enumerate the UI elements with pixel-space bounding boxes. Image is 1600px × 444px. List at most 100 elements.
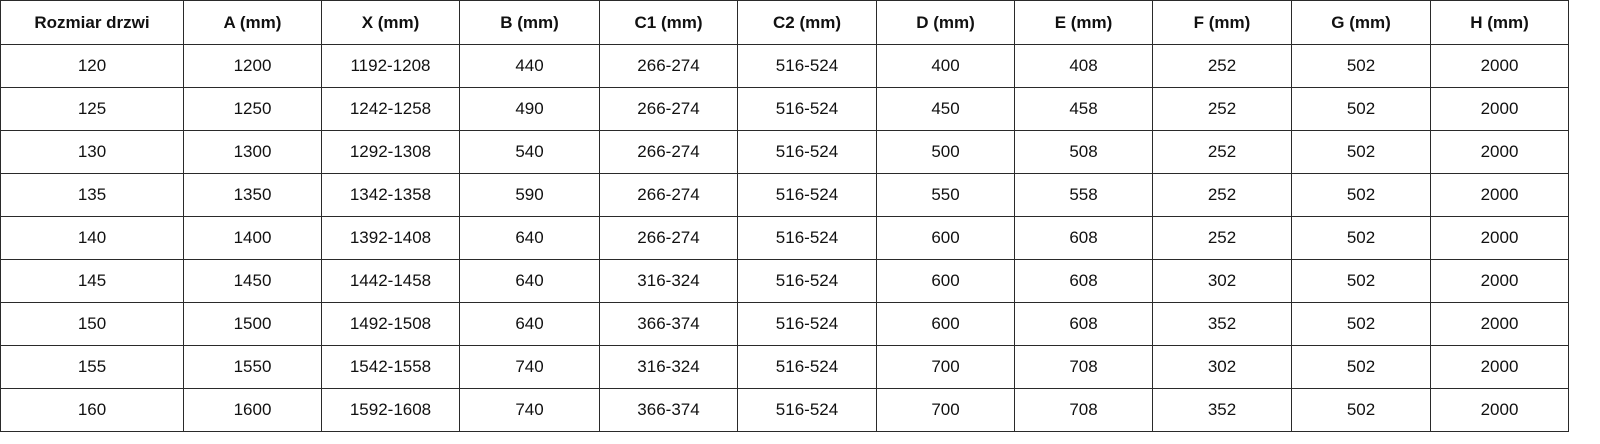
table-cell: 608	[1014, 216, 1153, 260]
table-cell: 252	[1152, 216, 1292, 260]
table-cell: 408	[1014, 44, 1153, 88]
column-header: A (mm)	[183, 0, 322, 45]
table-cell: 145	[0, 259, 184, 303]
table-row: 125 1250 1242-1258 490 266-274 516-524 450 458 2…	[0, 87, 1569, 131]
table-cell: 135	[0, 173, 184, 217]
table-cell: 316-324	[599, 345, 738, 389]
table-cell: 140	[0, 216, 184, 260]
table-cell: 130	[0, 130, 184, 174]
table-cell: 502	[1291, 44, 1431, 88]
table-cell: 440	[459, 44, 600, 88]
table-cell: 266-274	[599, 87, 738, 131]
table-row: 135 1350 1342-1358 590 266-274 516-524 550 558 2…	[0, 173, 1569, 217]
column-header: F (mm)	[1152, 0, 1292, 45]
column-header: Rozmiar drzwi	[0, 0, 184, 45]
table-cell: 516-524	[737, 302, 877, 346]
table-cell: 2000	[1430, 130, 1569, 174]
table-cell: 1250	[183, 87, 322, 131]
table-cell: 120	[0, 44, 184, 88]
table-cell: 550	[876, 173, 1015, 217]
table-cell: 352	[1152, 388, 1292, 432]
table-cell: 600	[876, 302, 1015, 346]
table-cell: 2000	[1430, 388, 1569, 432]
table-cell: 502	[1291, 87, 1431, 131]
table-cell: 502	[1291, 216, 1431, 260]
table-cell: 502	[1291, 173, 1431, 217]
table-cell: 2000	[1430, 345, 1569, 389]
table-cell: 458	[1014, 87, 1153, 131]
table-cell: 366-374	[599, 302, 738, 346]
table-cell: 1492-1508	[321, 302, 460, 346]
table-row: 155 1550 1542-1558 740 316-324 516-524 700 708 3…	[0, 345, 1569, 389]
table-cell: 502	[1291, 259, 1431, 303]
table-cell: 2000	[1430, 87, 1569, 131]
table-cell: 640	[459, 216, 600, 260]
table-row: 150 1500 1492-1508 640 366-374 516-524 600 608 3…	[0, 302, 1569, 346]
table-cell: 316-324	[599, 259, 738, 303]
table-cell: 266-274	[599, 130, 738, 174]
table-cell: 540	[459, 130, 600, 174]
table-cell: 1342-1358	[321, 173, 460, 217]
table-cell: 155	[0, 345, 184, 389]
table-cell: 600	[876, 216, 1015, 260]
column-header: D (mm)	[876, 0, 1015, 45]
table-cell: 160	[0, 388, 184, 432]
table-cell: 708	[1014, 388, 1153, 432]
table-cell: 502	[1291, 345, 1431, 389]
table-cell: 608	[1014, 259, 1153, 303]
table-cell: 608	[1014, 302, 1153, 346]
table-cell: 740	[459, 345, 600, 389]
column-header: B (mm)	[459, 0, 600, 45]
table-cell: 516-524	[737, 388, 877, 432]
table-cell: 502	[1291, 302, 1431, 346]
table-cell: 558	[1014, 173, 1153, 217]
table-cell: 1450	[183, 259, 322, 303]
table-cell: 1592-1608	[321, 388, 460, 432]
table-cell: 1192-1208	[321, 44, 460, 88]
table-cell: 400	[876, 44, 1015, 88]
table-cell: 700	[876, 345, 1015, 389]
table-cell: 266-274	[599, 44, 738, 88]
table-cell: 302	[1152, 259, 1292, 303]
table-cell: 516-524	[737, 87, 877, 131]
table-cell: 508	[1014, 130, 1153, 174]
table-cell: 252	[1152, 130, 1292, 174]
column-header: C1 (mm)	[599, 0, 738, 45]
column-header: X (mm)	[321, 0, 460, 45]
table-cell: 502	[1291, 130, 1431, 174]
table-cell: 740	[459, 388, 600, 432]
table-row: 160 1600 1592-1608 740 366-374 516-524 700 708 3…	[0, 388, 1569, 432]
table-row: 130 1300 1292-1308 540 266-274 516-524 500 508 2…	[0, 130, 1569, 174]
table-cell: 1392-1408	[321, 216, 460, 260]
column-header: E (mm)	[1014, 0, 1153, 45]
table-cell: 1200	[183, 44, 322, 88]
table-cell: 252	[1152, 44, 1292, 88]
table-cell: 490	[459, 87, 600, 131]
table-row: 120 1200 1192-1208 440 266-274 516-524 400 408 2…	[0, 44, 1569, 88]
table-cell: 516-524	[737, 345, 877, 389]
column-header: H (mm)	[1430, 0, 1569, 45]
table-cell: 1292-1308	[321, 130, 460, 174]
table-cell: 125	[0, 87, 184, 131]
table-cell: 502	[1291, 388, 1431, 432]
table-cell: 516-524	[737, 130, 877, 174]
table-cell: 450	[876, 87, 1015, 131]
table-cell: 352	[1152, 302, 1292, 346]
table-cell: 516-524	[737, 173, 877, 217]
table-cell: 2000	[1430, 44, 1569, 88]
table-cell: 150	[0, 302, 184, 346]
table-cell: 2000	[1430, 173, 1569, 217]
table-cell: 366-374	[599, 388, 738, 432]
table-cell: 2000	[1430, 259, 1569, 303]
table-cell: 1300	[183, 130, 322, 174]
header-row: Rozmiar drzwi A (mm) X (mm) B (mm) C1 (mm) C2…	[0, 0, 1569, 45]
table-cell: 500	[876, 130, 1015, 174]
table-cell: 1542-1558	[321, 345, 460, 389]
table-row: 145 1450 1442-1458 640 316-324 516-524 600 608 3…	[0, 259, 1569, 303]
table-cell: 640	[459, 259, 600, 303]
table-cell: 516-524	[737, 44, 877, 88]
table-cell: 266-274	[599, 173, 738, 217]
table-cell: 252	[1152, 87, 1292, 131]
table-cell: 2000	[1430, 302, 1569, 346]
table-cell: 1442-1458	[321, 259, 460, 303]
